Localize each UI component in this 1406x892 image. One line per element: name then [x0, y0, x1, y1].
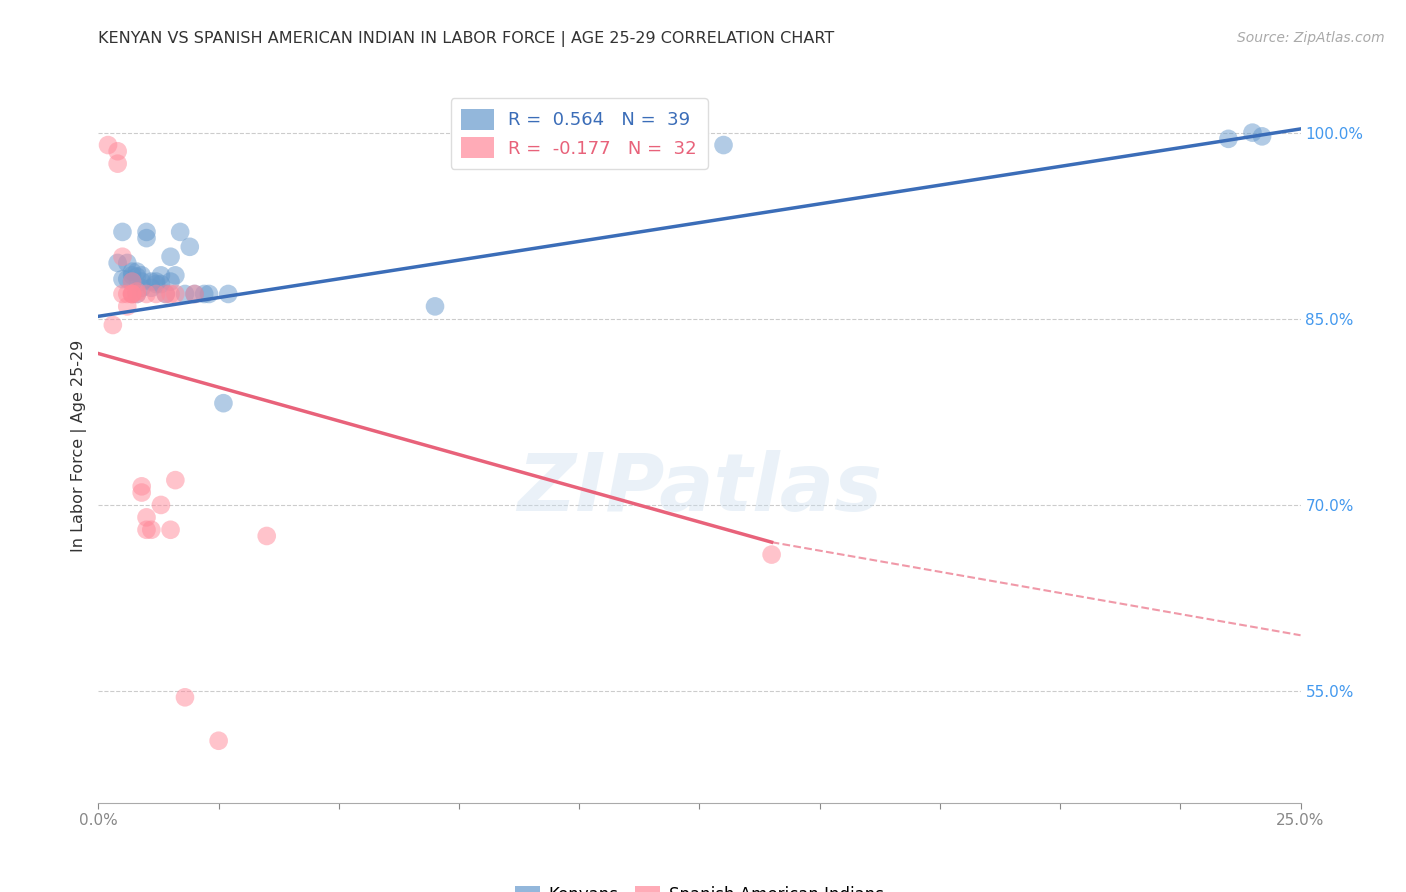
- Point: [217, 287, 239, 301]
- Point: [423, 299, 446, 313]
- Point: [135, 287, 157, 301]
- Point: [131, 275, 153, 289]
- Point: [193, 287, 215, 301]
- Point: [208, 733, 231, 747]
- Point: [107, 156, 129, 170]
- Point: [141, 523, 163, 537]
- Point: [155, 287, 177, 301]
- Point: [135, 231, 157, 245]
- Point: [131, 281, 153, 295]
- Point: [121, 275, 143, 289]
- Point: [97, 138, 120, 153]
- Point: [1218, 132, 1240, 146]
- Point: [174, 690, 197, 705]
- Point: [179, 240, 201, 254]
- Point: [131, 485, 153, 500]
- Text: Source: ZipAtlas.com: Source: ZipAtlas.com: [1237, 31, 1385, 45]
- Point: [159, 287, 181, 301]
- Point: [198, 287, 221, 301]
- Point: [117, 287, 139, 301]
- Point: [145, 277, 167, 291]
- Point: [145, 287, 167, 301]
- Legend: Kenyans, Spanish American Indians: Kenyans, Spanish American Indians: [509, 879, 890, 892]
- Point: [141, 275, 163, 289]
- Point: [121, 287, 143, 301]
- Point: [117, 299, 139, 313]
- Point: [111, 225, 134, 239]
- Point: [1251, 129, 1274, 144]
- Text: KENYAN VS SPANISH AMERICAN INDIAN IN LABOR FORCE | AGE 25-29 CORRELATION CHART: KENYAN VS SPANISH AMERICAN INDIAN IN LAB…: [98, 31, 835, 47]
- Point: [125, 287, 148, 301]
- Point: [165, 287, 187, 301]
- Point: [149, 498, 172, 512]
- Point: [111, 272, 134, 286]
- Point: [212, 396, 235, 410]
- Point: [135, 523, 157, 537]
- Point: [155, 287, 177, 301]
- Point: [117, 256, 139, 270]
- Point: [125, 285, 148, 299]
- Point: [111, 250, 134, 264]
- Point: [111, 287, 134, 301]
- Point: [131, 479, 153, 493]
- Point: [159, 250, 181, 264]
- Point: [135, 225, 157, 239]
- Point: [145, 275, 167, 289]
- Point: [159, 275, 181, 289]
- Point: [125, 287, 148, 301]
- Point: [131, 268, 153, 283]
- Text: ZIPatlas: ZIPatlas: [517, 450, 882, 528]
- Point: [121, 268, 143, 283]
- Point: [149, 268, 172, 283]
- Point: [256, 529, 278, 543]
- Point: [117, 272, 139, 286]
- Point: [1241, 126, 1264, 140]
- Point: [141, 281, 163, 295]
- Point: [165, 268, 187, 283]
- Point: [165, 473, 187, 487]
- Point: [159, 523, 181, 537]
- Point: [761, 548, 783, 562]
- Y-axis label: In Labor Force | Age 25-29: In Labor Force | Age 25-29: [72, 340, 87, 552]
- Point: [183, 287, 205, 301]
- Point: [121, 275, 143, 289]
- Point: [125, 269, 148, 284]
- Point: [107, 145, 129, 159]
- Point: [149, 277, 172, 291]
- Point: [101, 318, 124, 332]
- Point: [125, 265, 148, 279]
- Point: [121, 265, 143, 279]
- Point: [174, 287, 197, 301]
- Point: [121, 287, 143, 301]
- Point: [135, 510, 157, 524]
- Point: [713, 138, 735, 153]
- Point: [183, 287, 205, 301]
- Point: [169, 225, 191, 239]
- Point: [107, 256, 129, 270]
- Point: [121, 287, 143, 301]
